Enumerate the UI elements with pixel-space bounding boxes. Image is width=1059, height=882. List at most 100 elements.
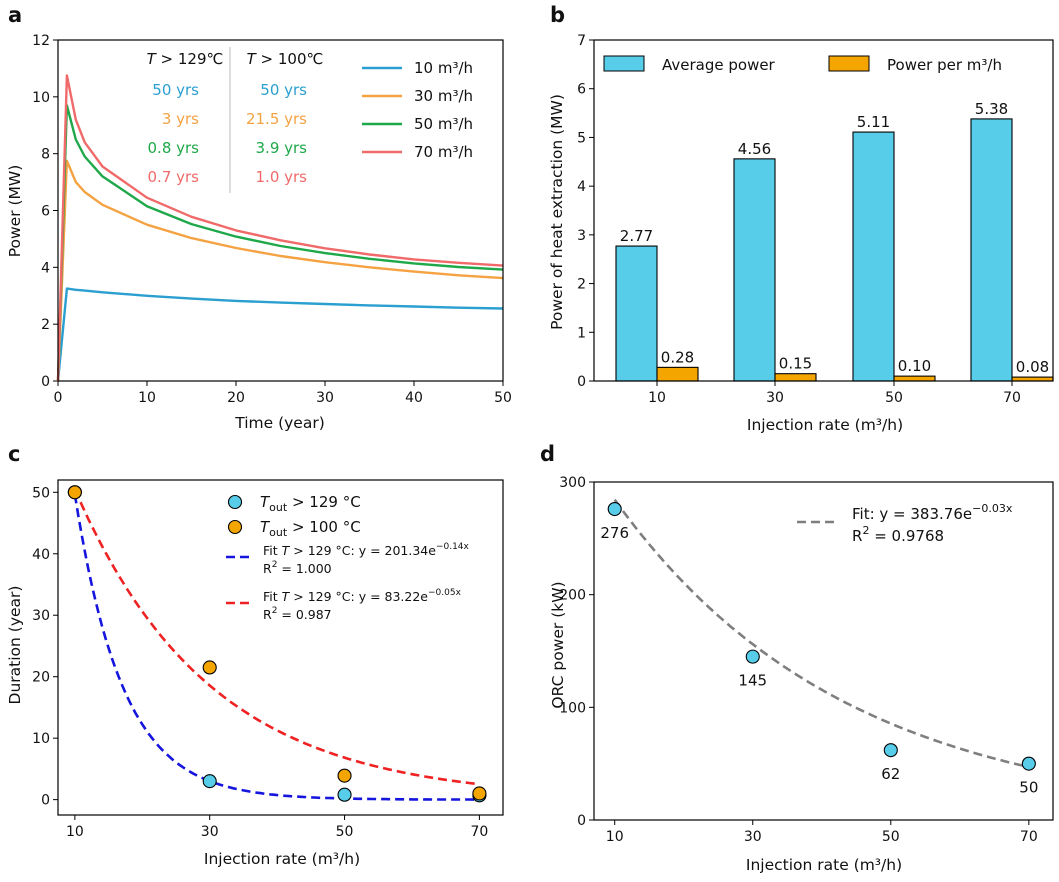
panel-c-point-1-0 bbox=[67, 485, 82, 500]
panel-b-xtick-label: 10 bbox=[648, 390, 666, 406]
panel-a-series-line-1 bbox=[56, 159, 504, 382]
panel-c-ytick-label: 20 bbox=[32, 670, 50, 686]
panel-d-axes-frame bbox=[593, 481, 1054, 821]
panel-d-fit-curve bbox=[613, 498, 1030, 769]
panel-a-ytick-label: 6 bbox=[41, 204, 50, 220]
panel-b-xtick-label: 30 bbox=[766, 390, 784, 406]
panel-c-legend-marker-1 bbox=[227, 519, 243, 535]
panel-a-ytick-label: 12 bbox=[32, 33, 50, 49]
panel-label-b: b bbox=[550, 3, 565, 27]
panel-b-bar-1-0 bbox=[656, 366, 699, 382]
panel-a-series-line-0 bbox=[56, 287, 504, 382]
panel-d-point-0 bbox=[607, 501, 622, 517]
panel-a-table-left-0: 50 yrs bbox=[152, 81, 199, 99]
panel-a-xtick-label: 50 bbox=[494, 390, 512, 406]
panel-b-bar-label-1-1: 0.15 bbox=[779, 355, 812, 373]
panel-a-xtick-label: 20 bbox=[227, 390, 245, 406]
panel-a-table-right-3: 1.0 yrs bbox=[256, 168, 308, 186]
panel-d-point-label-3: 50 bbox=[1019, 779, 1038, 797]
panel-b-legend-swatch-1 bbox=[828, 55, 870, 72]
panel-a-xlabel: Time (year) bbox=[234, 414, 325, 432]
panel-a-series-line-2 bbox=[56, 104, 504, 382]
panel-a-xtick-label: 0 bbox=[54, 390, 63, 406]
panel-c-point-1-2 bbox=[337, 768, 352, 783]
panel-a-table-header-left: T > 129℃ bbox=[147, 50, 224, 68]
panel-b-bar-1-1 bbox=[774, 373, 817, 382]
panel-b-bar-label-0-0: 2.77 bbox=[620, 227, 653, 245]
panel-a-ytick-label: 2 bbox=[41, 317, 50, 333]
panel-c-ytick-label: 10 bbox=[32, 731, 50, 747]
panel-a-ytick-label: 8 bbox=[41, 147, 50, 163]
panel-a-table-header-right: T > 100℃ bbox=[247, 50, 324, 68]
panel-b-bar-1-2 bbox=[893, 375, 936, 382]
panel-c-fit-curve-1 bbox=[73, 488, 480, 786]
panel-a-xtick-label: 40 bbox=[405, 390, 423, 406]
panel-d-point-3 bbox=[1021, 756, 1036, 771]
panel-d-ylabel: ORC power (kW) bbox=[549, 581, 567, 708]
panel-b-bar-label-0-2: 5.11 bbox=[857, 113, 890, 131]
panel-d-xlabel: Injection rate (m³/h) bbox=[746, 856, 902, 874]
panel-b-ytick-label: 1 bbox=[577, 325, 586, 341]
panel-d-xtick-label: 30 bbox=[744, 829, 762, 845]
panel-d-xtick-label: 10 bbox=[606, 829, 624, 845]
panel-d-legend-fit: Fit: y = 383.76e−0.03x bbox=[852, 502, 1013, 523]
panel-a-axes-frame bbox=[57, 39, 504, 382]
panel-a-table-left-2: 0.8 yrs bbox=[148, 139, 200, 157]
panel-b-bar-chart: Power of heat extraction (MW) Injection … bbox=[548, 33, 1054, 434]
panel-c-legend-fit-0: Fit T > 129 °C: y = 201.34e−0.14x bbox=[263, 542, 470, 558]
panel-a-ytick-label: 4 bbox=[41, 260, 50, 276]
panel-b-ytick-label: 7 bbox=[577, 33, 586, 49]
panel-c-point-1-3 bbox=[472, 786, 487, 801]
panel-b-xtick-label: 70 bbox=[1003, 390, 1021, 406]
panel-a-ytick-label: 10 bbox=[32, 90, 50, 106]
panel-b-bar-label-1-2: 0.10 bbox=[898, 357, 931, 375]
panel-c-legend-label-0: Tout > 129 °C bbox=[260, 493, 361, 514]
panel-label-d: d bbox=[540, 442, 555, 466]
panel-c-point-0-1 bbox=[202, 774, 217, 789]
panel-d-legend-r2: R2 = 0.9768 bbox=[852, 524, 944, 545]
panel-label-c: c bbox=[8, 442, 20, 466]
panel-c-xtick-label: 30 bbox=[201, 824, 219, 840]
panel-c-xlabel: Injection rate (m³/h) bbox=[204, 850, 360, 868]
panel-c-legend-marker-0 bbox=[227, 494, 243, 510]
panel-b-bar-label-0-1: 4.56 bbox=[738, 140, 771, 158]
panel-d-xtick-label: 50 bbox=[882, 829, 900, 845]
panel-a-legend-label-0: 10 m³/h bbox=[414, 59, 473, 77]
panel-c-legend-r2-0: R2 = 1.000 bbox=[263, 560, 332, 576]
panel-d-ytick-label: 300 bbox=[559, 475, 586, 491]
panel-c-axes-frame bbox=[57, 479, 504, 816]
panel-a-table-right-2: 3.9 yrs bbox=[256, 139, 308, 157]
panel-b-ytick-label: 5 bbox=[577, 130, 586, 146]
panel-a-line-chart: Power (MW) Time (year) T > 129℃ T > 100℃… bbox=[6, 33, 512, 432]
panel-d-ytick-label: 0 bbox=[577, 813, 586, 829]
panel-d-point-2 bbox=[883, 743, 898, 758]
panel-a-legend-label-3: 70 m³/h bbox=[414, 143, 473, 161]
panel-b-bar-0-1 bbox=[733, 158, 776, 382]
panel-c-xtick-label: 50 bbox=[336, 824, 354, 840]
panel-b-legend-label-0: Average power bbox=[662, 56, 776, 74]
panel-d-ytick-label: 200 bbox=[559, 588, 586, 604]
panel-c-ytick-label: 30 bbox=[32, 608, 50, 624]
panel-b-xlabel: Injection rate (m³/h) bbox=[747, 416, 903, 434]
panel-a-legend-label-1: 30 m³/h bbox=[414, 87, 473, 105]
panel-c-ytick-label: 40 bbox=[32, 547, 50, 563]
panel-d-ytick-label: 100 bbox=[559, 700, 586, 716]
panel-d-point-label-0: 276 bbox=[600, 524, 629, 542]
panel-b-bar-0-3 bbox=[970, 118, 1013, 382]
panel-c-fit-curve-0 bbox=[73, 494, 480, 801]
panel-b-ylabel: Power of heat extraction (MW) bbox=[548, 94, 566, 330]
panel-b-ytick-label: 0 bbox=[577, 374, 586, 390]
panel-c-scatter-chart: Duration (year) Injection rate (m³/h) 10… bbox=[6, 479, 504, 868]
panel-b-bar-label-1-0: 0.28 bbox=[661, 348, 694, 366]
panel-b-xtick-label: 50 bbox=[885, 390, 903, 406]
panel-b-ytick-label: 6 bbox=[577, 82, 586, 98]
panel-c-ylabel: Duration (year) bbox=[6, 586, 24, 705]
panel-b-legend-label-1: Power per m³/h bbox=[887, 56, 1002, 74]
panel-b-bar-0-2 bbox=[852, 131, 895, 382]
panel-d-scatter-chart: ORC power (kW) Injection rate (m³/h) 10 3… bbox=[549, 475, 1054, 874]
panel-a-table-left-1: 3 yrs bbox=[162, 110, 199, 128]
panel-b-ytick-label: 3 bbox=[577, 228, 586, 244]
panel-a-xtick-label: 30 bbox=[316, 390, 334, 406]
panel-a-xtick-label: 10 bbox=[138, 390, 156, 406]
